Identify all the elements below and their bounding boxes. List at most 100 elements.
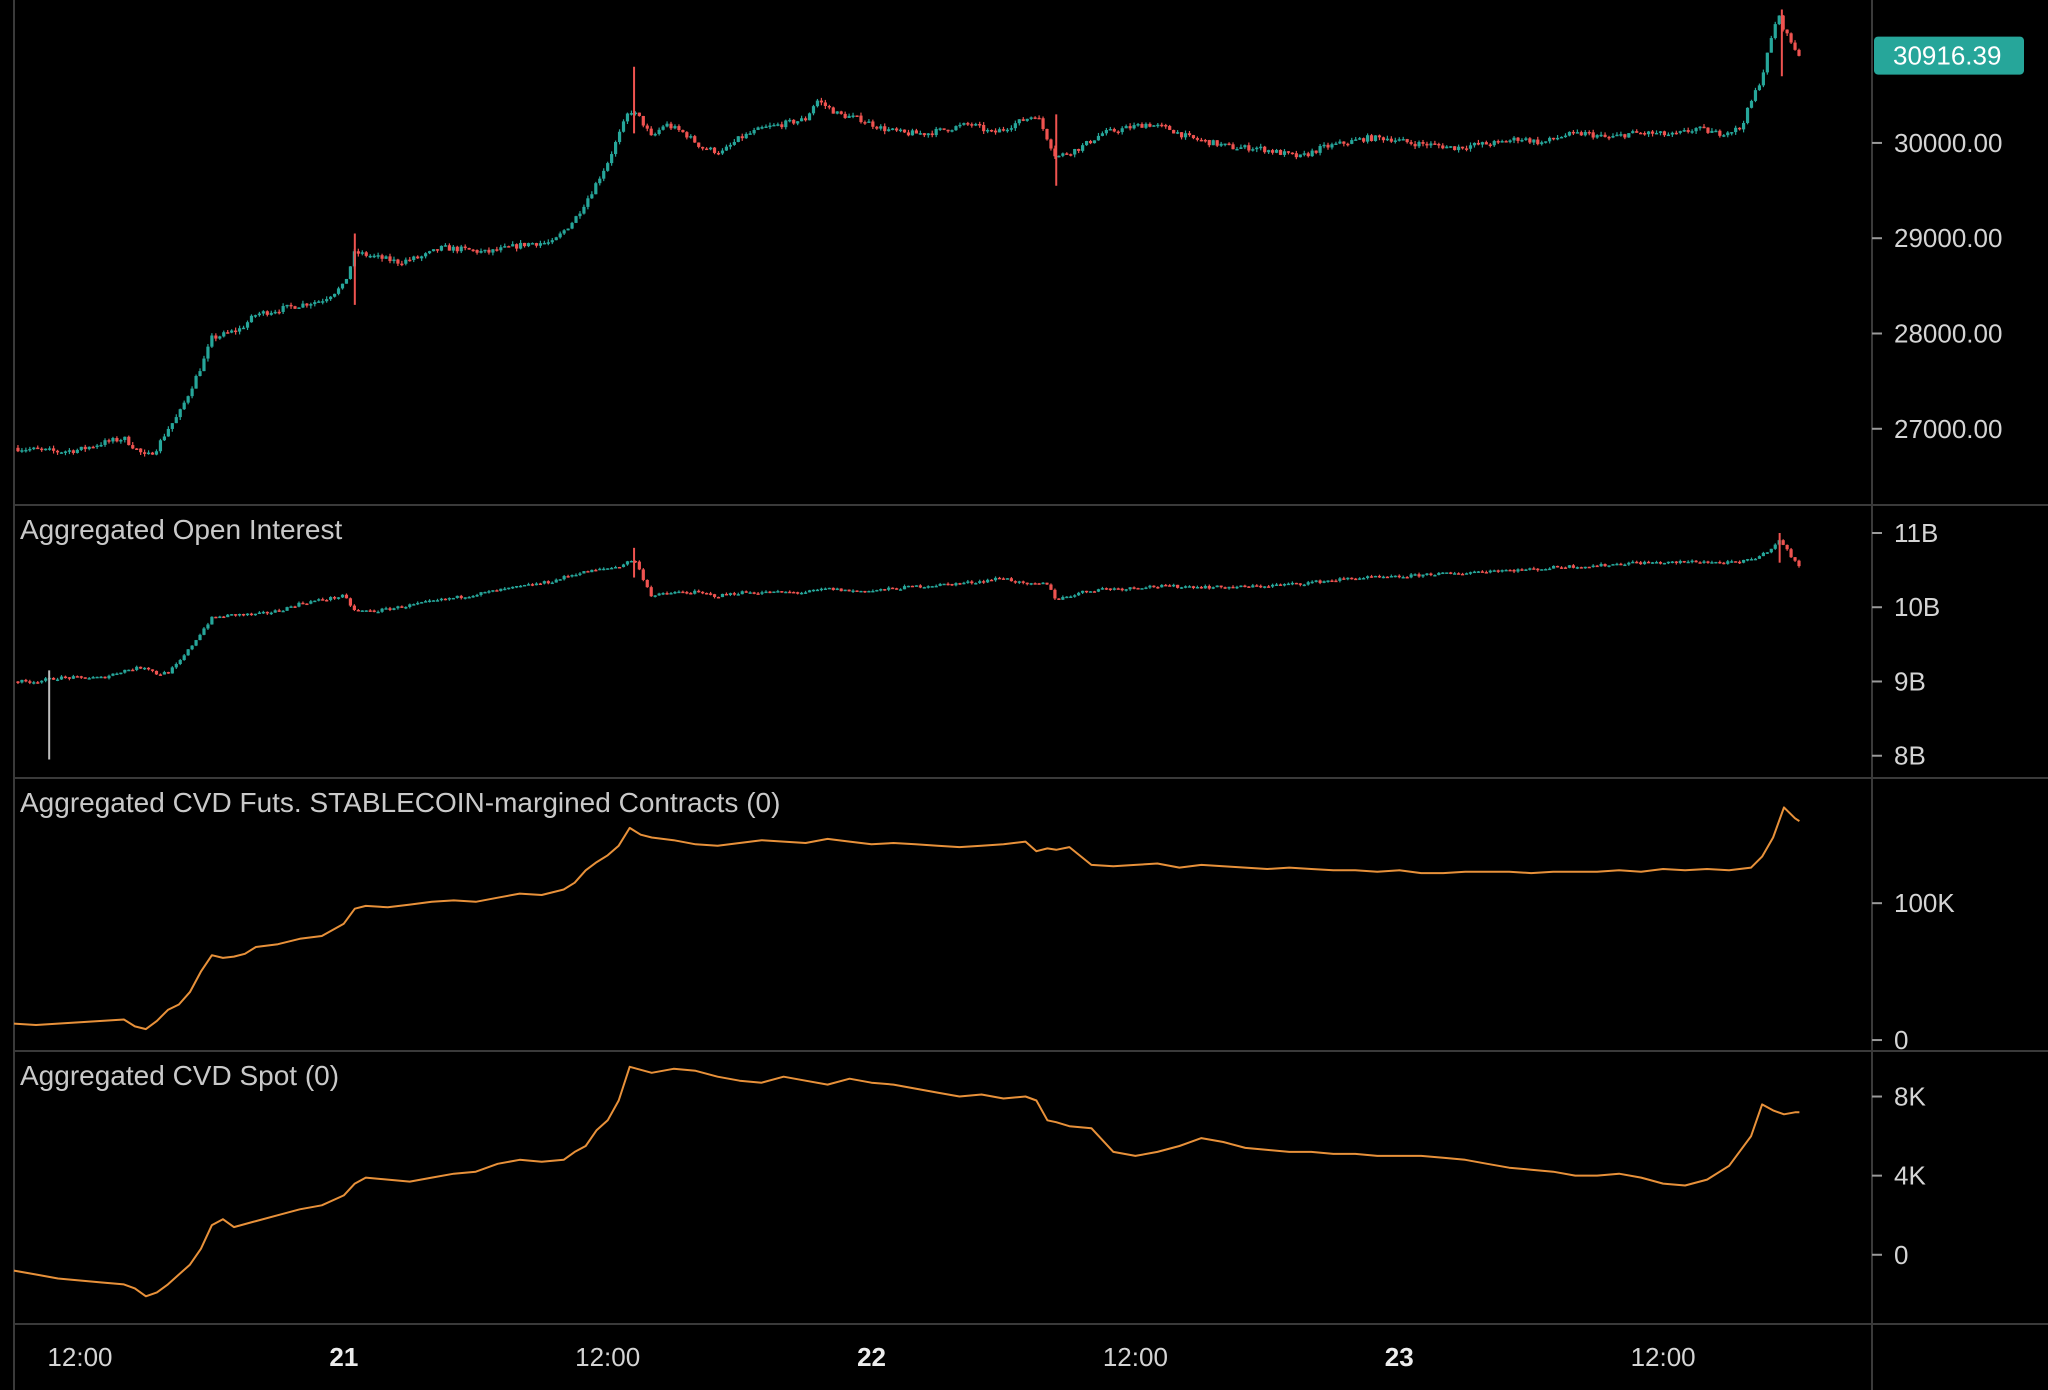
candle-body [637,112,641,116]
candle-body [344,278,349,284]
candle-body [103,676,107,679]
candle-body [1120,588,1124,591]
time-axis[interactable]: 12:00 21 12:00 22 12:00 23 12:00 [47,1342,1695,1372]
candle-body [1065,153,1069,155]
cvd-spot-pane[interactable]: Aggregated CVD Spot (0) [13,1060,1800,1298]
candle-body [803,592,808,594]
candle-body [590,569,594,573]
candle-body [1575,567,1579,569]
candle-body [1686,130,1690,132]
candle-body [875,589,879,592]
candle-body [285,607,289,611]
candle-body [174,417,178,424]
candle-body [332,293,337,297]
price-scale-label: 10B [1894,592,1940,622]
candle-body [166,428,170,437]
candle-body [376,611,380,614]
candle-body [1670,132,1674,135]
candle-body [1579,132,1583,136]
candle-body [768,591,772,594]
time-axis-label: 12:00 [47,1342,112,1372]
open-interest-pane[interactable]: Aggregated Open Interest [16,514,1801,760]
pane-title: Aggregated CVD Spot (0) [20,1060,339,1091]
candle-body [1722,135,1726,137]
candle-body [1563,567,1568,569]
candle-body [1710,562,1714,564]
candle-body [1508,569,1512,572]
candle-body [48,448,52,450]
candle-body [1084,590,1089,593]
candle-body [1330,580,1334,583]
candle-body [1282,584,1287,586]
candle-body [451,597,455,600]
candle-body [475,594,479,597]
candle-body [1263,586,1267,588]
candle-body [317,599,321,601]
candle-body [115,673,119,676]
candle-body [1219,585,1223,588]
price-pane[interactable] [16,9,1801,457]
candle-body [1460,146,1465,149]
candle-body [1484,572,1488,574]
candle-body [839,588,843,592]
candle-body [1520,139,1524,142]
candle-body [107,675,111,679]
candle-body [1650,562,1655,564]
candle-body [1627,562,1631,565]
candle-body [1057,598,1061,600]
candle-body [1120,128,1124,133]
candle-body [1508,140,1512,143]
candle-body [1179,132,1184,138]
candle-body [1033,117,1037,119]
candle-body [507,246,511,248]
candle-body [178,660,182,665]
candle-body [1124,589,1128,591]
candle-body [1781,540,1785,545]
candle-body [530,243,535,245]
candle-body [1116,131,1120,134]
candle-body [1409,142,1413,144]
last-price-tag: 30916.39 [1874,36,2024,75]
candle-body [95,445,99,448]
candle-body [1674,561,1678,564]
cvd-series-line [13,806,1800,1031]
candle-body [1156,124,1160,127]
candle-body [895,588,899,590]
candle-body [1662,562,1667,565]
candle-body [1302,584,1306,587]
candle-body [815,100,820,107]
candle-body [384,256,388,259]
candle-body [36,447,40,450]
candle-body [906,132,911,136]
candle-body [827,587,831,590]
candle-body [487,591,491,593]
candle-body [479,592,483,595]
candle-body [720,150,725,154]
candle-body [962,582,966,585]
candle-body [356,251,360,254]
candle-body [1627,133,1631,138]
candle-body [234,614,238,616]
candle-body [1421,142,1425,144]
candle-body [1516,569,1520,572]
candle-body [1425,143,1429,146]
candle-body [578,213,582,217]
candle-body [273,311,277,314]
candle-body [966,581,970,583]
candle-body [839,111,843,114]
candle-body [36,682,40,684]
candle-body [724,593,729,596]
candle-body [701,591,705,594]
candle-body [1025,118,1029,121]
candle-body [332,597,337,599]
candle-body [1084,141,1089,146]
candle-body [1021,119,1025,121]
price-scale[interactable]: 30000.00 29000.00 28000.00 27000.00 11B 10B 9B… [1872,128,2002,1270]
cvd-futures-pane[interactable]: Aggregated CVD Futs. STABLECOIN-margined… [13,787,1800,1031]
candle-body [459,246,463,252]
candle-body [1650,131,1655,134]
candle-body [978,581,982,584]
candle-body [1409,574,1413,578]
